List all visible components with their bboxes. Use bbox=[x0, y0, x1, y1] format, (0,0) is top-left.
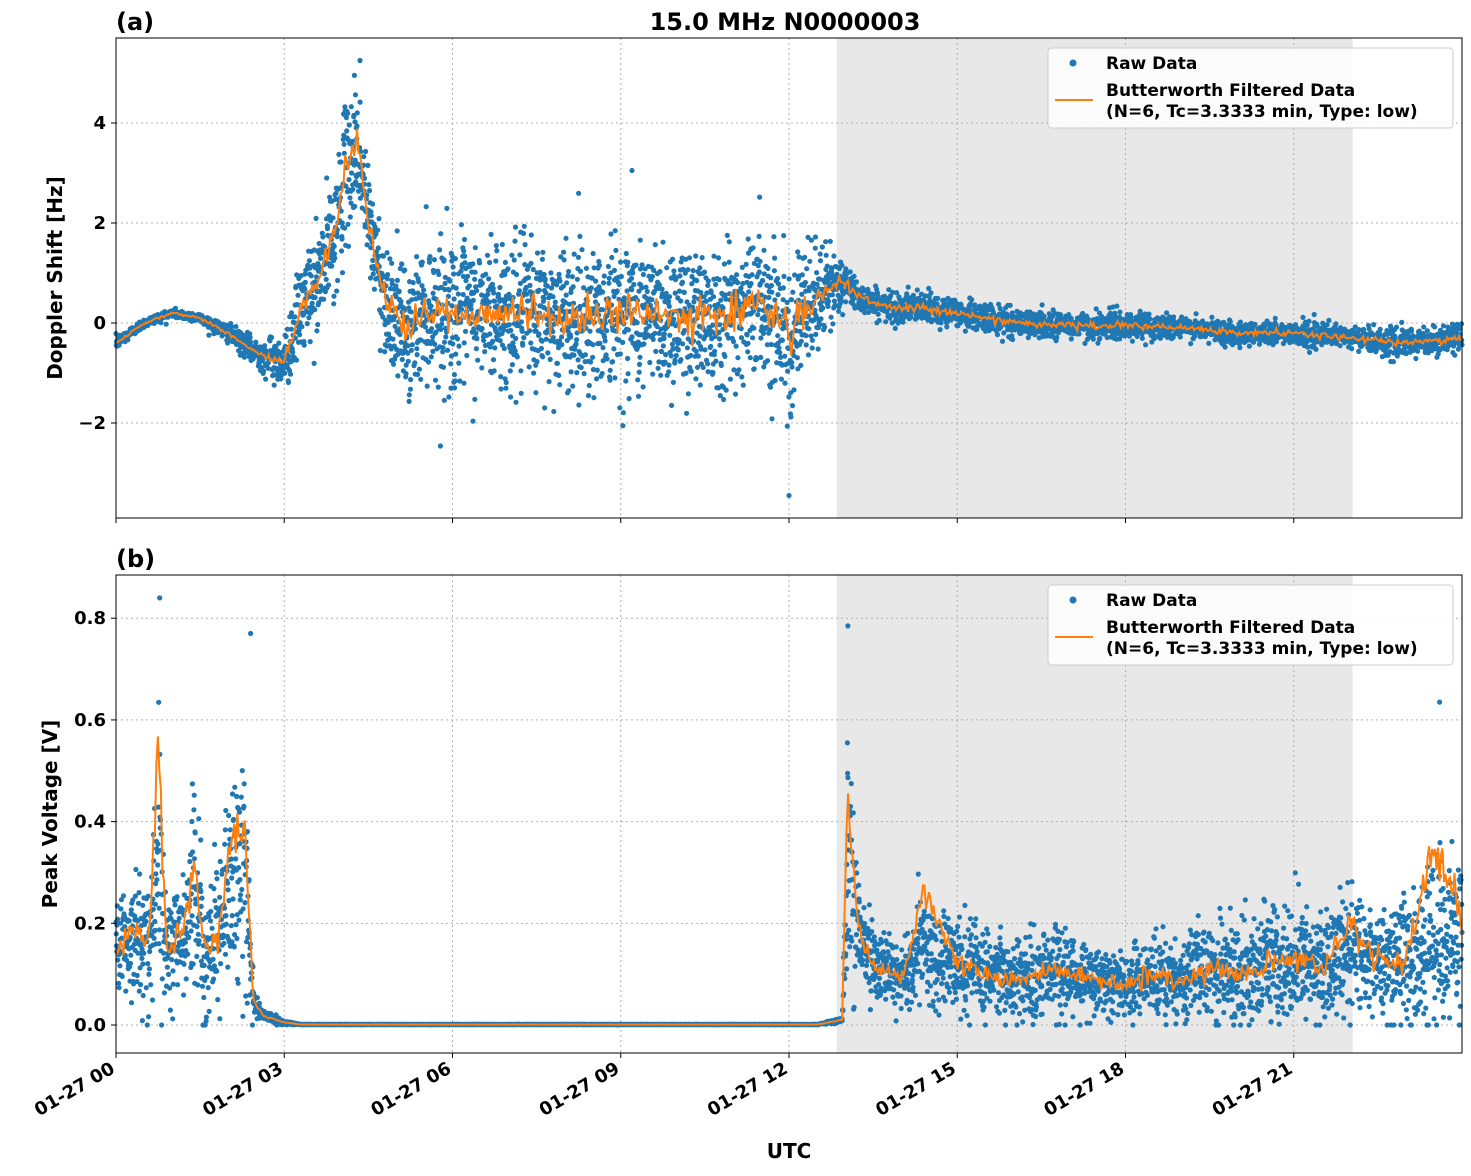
panel-b-x-ticks bbox=[115, 1053, 1295, 1058]
panel-a-legend-filtered-label-1: Butterworth Filtered Data bbox=[1106, 81, 1355, 101]
panel-a-legend-box bbox=[1047, 47, 1454, 129]
panel-b-label: (b) bbox=[116, 545, 155, 573]
panel-a-raw-points bbox=[113, 57, 1465, 499]
panel-a-y-tick-label: −2 bbox=[78, 413, 106, 434]
panel-a-filtered-line bbox=[115, 128, 1462, 364]
x-tick-label: 01-27 18 bbox=[1041, 1058, 1128, 1121]
panel-a-legend-raw-label: Raw Data bbox=[1106, 54, 1197, 74]
x-tick-label: 01-27 09 bbox=[536, 1058, 623, 1121]
panel-b-y-tick-label: 0.8 bbox=[74, 608, 106, 629]
panel-b-y-tick-label: 0.2 bbox=[74, 913, 106, 934]
panel-b-y-axis-label: Peak Voltage [V] bbox=[38, 720, 62, 909]
panel-a-y-tick-label: 0 bbox=[93, 313, 106, 334]
panel-a-y-axis-label: Doppler Shift [Hz] bbox=[43, 176, 67, 380]
panel-a: (a) −2 0 2 4 Doppler Shift [Hz] Raw Data Bu… bbox=[43, 8, 1465, 523]
panel-a-y-ticks: −2 0 2 4 bbox=[78, 113, 116, 434]
panel-a-x-ticks bbox=[115, 518, 1295, 523]
panel-a-legend-raw-marker bbox=[1069, 59, 1077, 67]
x-tick-label: 01-27 00 bbox=[31, 1058, 118, 1121]
panel-b-legend-raw-label: Raw Data bbox=[1106, 591, 1197, 611]
x-tick-label: 01-27 21 bbox=[1209, 1058, 1296, 1121]
panel-a-legend: Raw Data Butterworth Filtered Data (N=6,… bbox=[1047, 47, 1454, 129]
x-tick-label: 01-27 06 bbox=[368, 1058, 455, 1121]
panel-b-filtered-line bbox=[115, 736, 1463, 1026]
panel-b-raw-points bbox=[113, 595, 1465, 1028]
panel-b-legend-filtered-label-2: (N=6, Tc=3.3333 min, Type: low) bbox=[1106, 639, 1418, 659]
panel-b-y-tick-label: 0.6 bbox=[74, 710, 106, 731]
x-axis-label: UTC bbox=[767, 1139, 812, 1163]
panel-b: (b) 0.0 0.2 0.4 0.6 0.8 Peak Voltage [V] Raw… bbox=[38, 545, 1465, 1058]
panel-a-raw-data bbox=[113, 57, 1465, 499]
panel-a-y-tick-label: 2 bbox=[93, 213, 106, 234]
x-tick-labels: 01-27 00 01-27 03 01-27 06 01-27 09 01-27 12… bbox=[31, 1058, 1296, 1121]
x-tick-label: 01-27 12 bbox=[704, 1058, 791, 1121]
panel-b-legend-filtered-label-1: Butterworth Filtered Data bbox=[1106, 618, 1355, 638]
panel-b-legend-box bbox=[1047, 584, 1454, 666]
panel-b-legend: Raw Data Butterworth Filtered Data (N=6,… bbox=[1047, 584, 1454, 666]
x-tick-label: 01-27 15 bbox=[872, 1058, 959, 1121]
figure-title: 15.0 MHz N0000003 bbox=[650, 8, 921, 36]
panel-b-raw-data bbox=[113, 595, 1465, 1028]
panel-a-label: (a) bbox=[116, 8, 154, 36]
panel-b-legend-raw-marker bbox=[1069, 596, 1077, 604]
panel-a-y-tick-label: 4 bbox=[93, 113, 106, 134]
panel-a-legend-filtered-label-2: (N=6, Tc=3.3333 min, Type: low) bbox=[1106, 102, 1418, 122]
panel-b-y-tick-label: 0.0 bbox=[74, 1015, 106, 1036]
panel-b-y-tick-label: 0.4 bbox=[74, 812, 106, 833]
panel-b-y-ticks: 0.0 0.2 0.4 0.6 0.8 bbox=[74, 608, 116, 1036]
x-tick-label: 01-27 03 bbox=[199, 1058, 286, 1121]
